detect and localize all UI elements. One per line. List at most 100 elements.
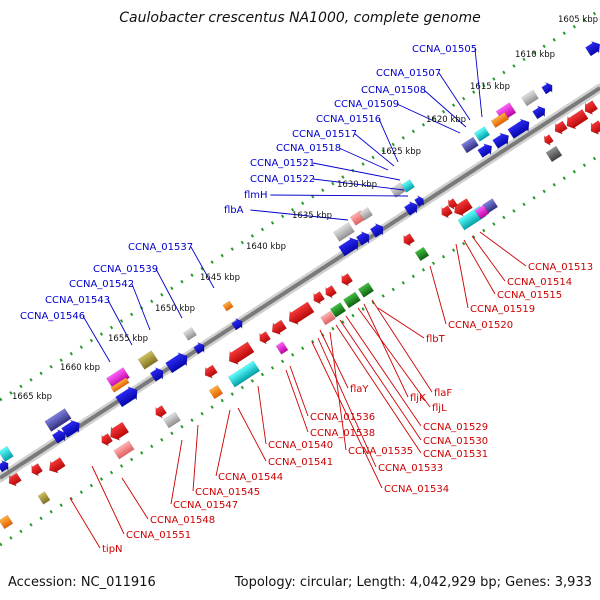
- gene-glyph: [403, 233, 415, 247]
- gene-glyph: [275, 341, 289, 355]
- reverse-label-leader: [237, 407, 267, 462]
- forward-gene-label: CCNA_01518: [276, 143, 341, 154]
- reverse-gene-label: CCNA_01514: [507, 277, 572, 288]
- reverse-gene-label: CCNA_01541: [268, 457, 333, 468]
- topology-summary: Topology: circular; Length: 4,042,929 bp…: [234, 575, 592, 590]
- reverse-gene-label: CCNA_01520: [448, 320, 513, 331]
- gene-glyph: [31, 463, 43, 477]
- gene-glyph: [343, 291, 361, 309]
- gene-glyph: [313, 291, 325, 305]
- kbp-tick-label: 1605 kbp: [558, 15, 598, 25]
- forward-label-leader: [82, 315, 111, 363]
- reverse-gene-label: fljK: [410, 393, 426, 404]
- gene-glyph: [155, 405, 167, 419]
- kbp-tick-label: 1610 kbp: [515, 50, 555, 60]
- gene-glyph: [165, 352, 188, 374]
- gene-glyph: [101, 433, 113, 447]
- forward-label-leader: [423, 89, 467, 128]
- reverse-gene-label: CCNA_01533: [378, 463, 443, 474]
- reverse-gene-label: CCNA_01519: [470, 304, 535, 315]
- reverse-label-leader: [215, 409, 231, 477]
- reverse-gene-label: CCNA_01538: [310, 428, 375, 439]
- reverse-label-leader: [317, 337, 377, 468]
- kbp-tick-label: 1645 kbp: [200, 273, 240, 283]
- reverse-gene-label: CCNA_01551: [126, 530, 191, 541]
- reverse-strand-labels: CCNA_01513 CCNA_01514 CCNA_01515 CCNA_01519…: [102, 262, 593, 555]
- gene-glyph: [259, 331, 271, 345]
- forward-gene-label: CCNA_01517: [292, 129, 357, 140]
- forward-label-leader: [107, 299, 133, 346]
- gene-glyph: [590, 120, 600, 136]
- kbp-tick-label: 1615 kbp: [470, 82, 510, 92]
- reverse-label-leader: [471, 235, 506, 282]
- reverse-label-leader: [371, 299, 433, 393]
- reverse-gene-label: CCNA_01547: [173, 500, 238, 511]
- gene-glyph: [554, 120, 568, 135]
- forward-label-leader: [190, 246, 215, 289]
- forward-gene-label: flbA: [224, 205, 244, 216]
- reverse-label-leader: [363, 303, 409, 398]
- gene-glyph: [208, 384, 224, 400]
- reverse-gene-label: CCNA_01529: [423, 422, 488, 433]
- gene-glyph: [341, 273, 353, 287]
- gene-glyph: [37, 491, 51, 505]
- gene-glyph: [183, 327, 197, 341]
- forward-gene-label: CCNA_01542: [69, 279, 134, 290]
- gene-glyph: [113, 440, 135, 460]
- gene-glyph: [115, 386, 138, 408]
- forward-gene-label: CCNA_01516: [316, 114, 381, 125]
- gene-glyph: [545, 145, 563, 163]
- gene-glyph: [414, 246, 430, 262]
- gene-glyph: [204, 364, 218, 379]
- reverse-gene-label: CCNA_01536: [310, 412, 375, 423]
- forward-gene-label: CCNA_01546: [20, 311, 85, 322]
- gene-glyph: [0, 445, 14, 463]
- forward-gene-label: CCNA_01505: [412, 44, 477, 55]
- reverse-label-leader: [339, 319, 422, 441]
- reverse-gene-label: flbT: [426, 334, 446, 345]
- forward-gene-label: CCNA_01508: [361, 85, 426, 96]
- reverse-gene-label: CCNA_01535: [348, 446, 413, 457]
- reverse-gene-label: CCNA_01531: [423, 449, 488, 460]
- gene-glyph: [271, 319, 287, 336]
- kbp-track-outer: [0, 8, 600, 402]
- gene-glyph: [49, 457, 66, 474]
- gene-glyph: [585, 40, 600, 57]
- reverse-label-leader: [121, 477, 149, 520]
- gene-glyph: [288, 301, 315, 326]
- gene-glyph: [532, 105, 546, 120]
- forward-gene-label: CCNA_01521: [250, 158, 315, 169]
- kbp-tick-label: 1650 kbp: [155, 304, 195, 314]
- forward-gene-label: CCNA_01539: [93, 264, 158, 275]
- reverse-label-leader: [192, 424, 199, 492]
- gene-glyph: [105, 367, 131, 389]
- reverse-gene-label: CCNA_01544: [218, 472, 283, 483]
- reverse-label-leader: [479, 231, 527, 267]
- gene-glyph: [447, 198, 458, 210]
- gene-glyph: [566, 109, 589, 130]
- gene-glyph: [61, 419, 80, 438]
- gene-glyph: [231, 317, 243, 331]
- forward-label-leader: [474, 48, 483, 118]
- gene-glyph: [369, 222, 384, 238]
- gene-glyph: [110, 421, 130, 441]
- gene-glyph: [0, 514, 14, 530]
- genome-backbone-core: [0, 86, 600, 480]
- reverse-gene-label: CCNA_01545: [195, 487, 260, 498]
- reverse-gene-label: fljL: [432, 403, 447, 414]
- reverse-label-leader: [345, 315, 422, 427]
- gene-glyph: [521, 89, 539, 107]
- forward-gene-label: CCNA_01509: [334, 99, 399, 110]
- label-leaders: [69, 48, 527, 549]
- reverse-label-leader: [463, 239, 496, 295]
- gene-glyph: [329, 302, 347, 318]
- forward-label-leader: [396, 103, 461, 134]
- reverse-label-leader: [91, 465, 125, 535]
- forward-label-leader: [270, 194, 409, 197]
- kbp-tick-label: 1630 kbp: [337, 180, 377, 190]
- reverse-label-leader: [357, 307, 431, 408]
- forward-gene-label: CCNA_01522: [250, 174, 315, 185]
- gene-glyph: [163, 411, 181, 429]
